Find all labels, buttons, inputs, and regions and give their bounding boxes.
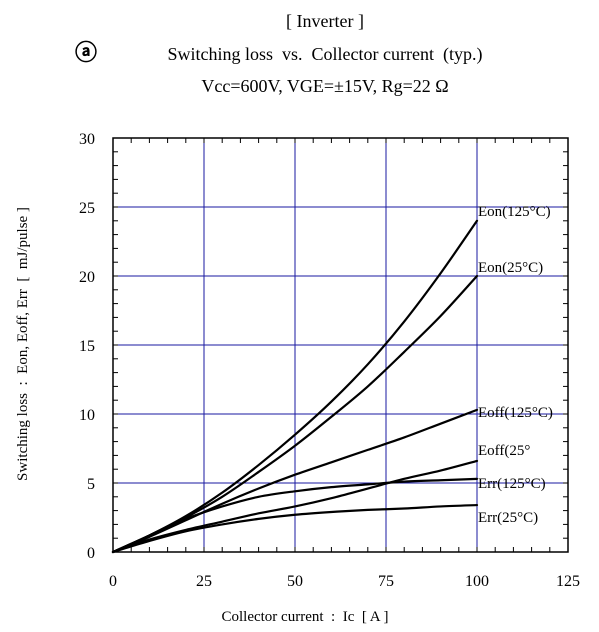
series-label: Eoff(25° xyxy=(478,443,530,459)
series-line xyxy=(111,408,479,554)
y-tick-label: 0 xyxy=(87,545,95,562)
chart-subtitle: Vcc=600V, VGE=±15V, Rg=22 Ω xyxy=(201,76,448,96)
y-tick-label: 30 xyxy=(79,131,95,148)
grid-lines xyxy=(113,138,568,552)
series-labels: Eon(125°C) Eon(25°C) Eoff(125°C) Eoff(25° Er… xyxy=(478,204,553,526)
panel-mark: ⓐ xyxy=(75,40,97,65)
y-tick-label: 5 xyxy=(87,476,95,493)
chart-heading: [ Inverter ] xyxy=(286,11,364,31)
x-tick-labels: 0 25 50 75 100 125 xyxy=(109,573,580,590)
series-line xyxy=(111,503,479,554)
x-tick-label: 0 xyxy=(109,573,117,590)
x-tick-label: 50 xyxy=(287,573,303,590)
x-tick-label: 75 xyxy=(378,573,394,590)
x-axis-label: Collector current : Ic [ A ] xyxy=(221,609,388,625)
series-label: Err(125°C) xyxy=(478,476,546,492)
x-tick-label: 125 xyxy=(556,573,580,590)
plot-frame xyxy=(112,137,569,553)
y-tick-label: 15 xyxy=(79,338,95,355)
x-tick-label: 100 xyxy=(465,573,489,590)
y-tick-label: 20 xyxy=(79,269,95,286)
series-label: Err(25°C) xyxy=(478,510,538,526)
series-line xyxy=(111,477,479,554)
chart-title: Switching loss vs. Collector current (ty… xyxy=(168,44,483,65)
y-tick-label: 25 xyxy=(79,200,95,217)
y-tick-labels: 0 5 10 15 20 25 30 xyxy=(79,131,95,562)
series-label: Eon(125°C) xyxy=(478,204,551,220)
series-line xyxy=(111,459,479,554)
series-lines xyxy=(111,219,479,554)
x-tick-label: 25 xyxy=(196,573,212,590)
y-axis-label: Switching loss : Eon, Eoff, Err [ mJ/pul… xyxy=(15,207,31,481)
series-label: Eoff(125°C) xyxy=(478,405,553,421)
y-tick-label: 10 xyxy=(79,407,95,424)
series-label: Eon(25°C) xyxy=(478,260,543,276)
